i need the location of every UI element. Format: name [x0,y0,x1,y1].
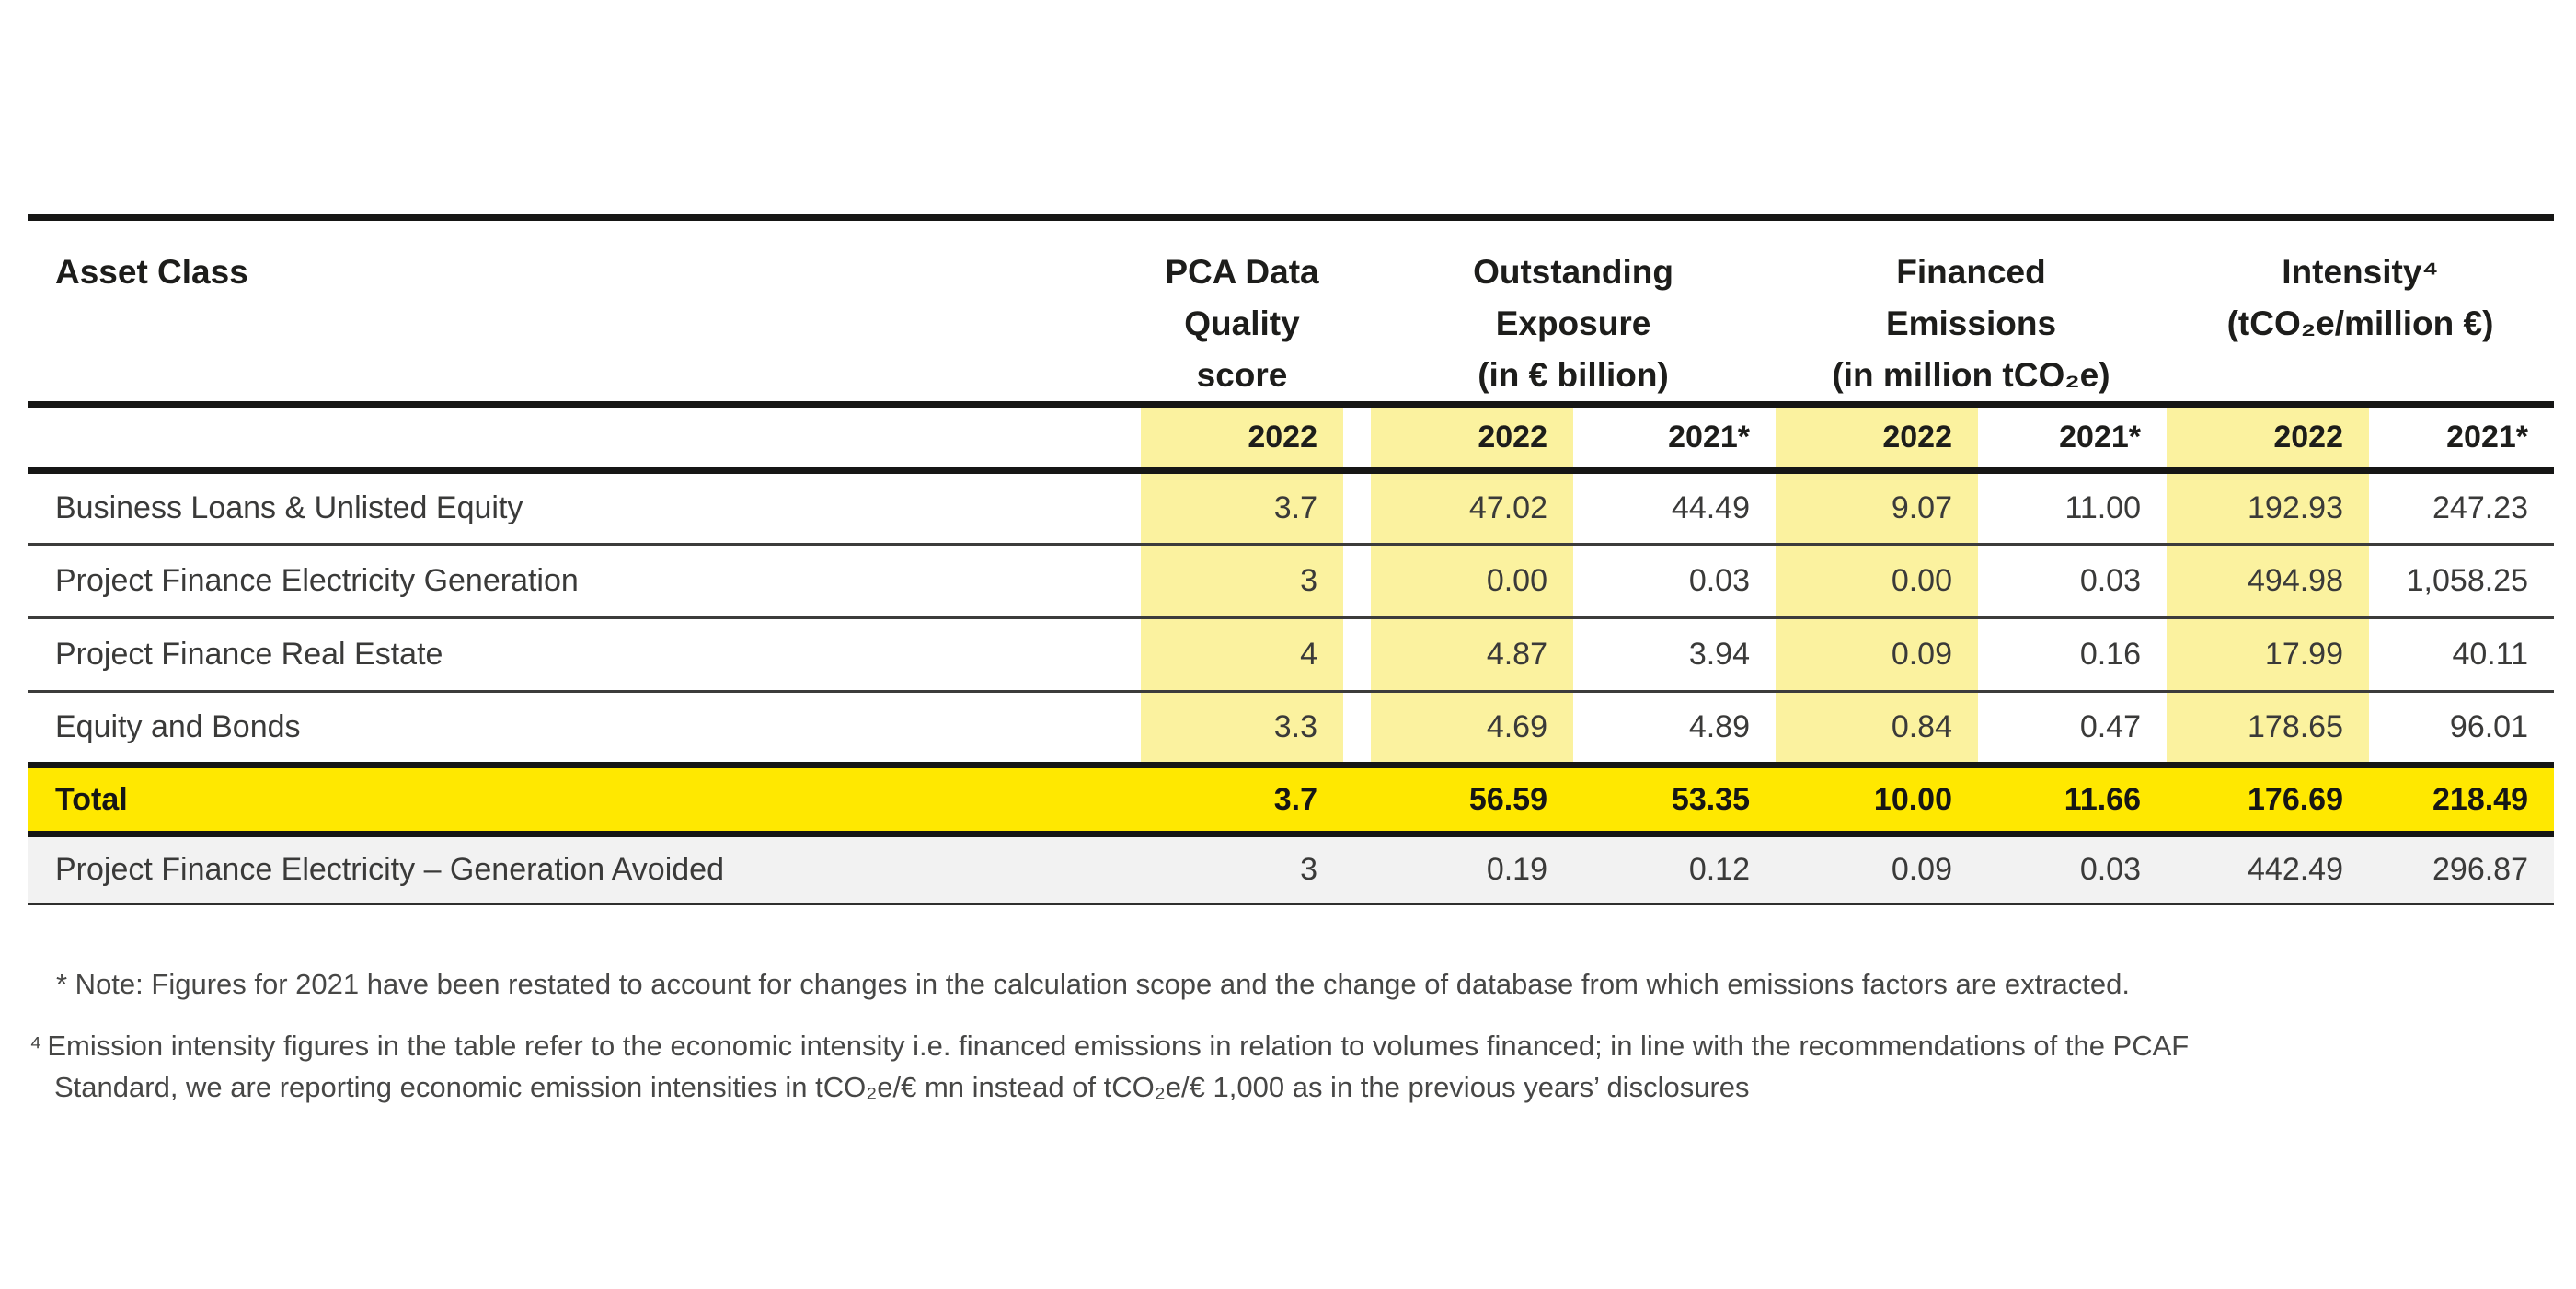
table-cell: 218.49 [2369,765,2554,834]
year-cell-out-2022: 2022 [1371,404,1573,471]
footnote-restated-2021: * Note: Figures for 2021 have been resta… [56,968,2130,1000]
gap-cell [1343,405,1371,471]
table-cell: 0.16 [2079,637,2141,672]
table-cell: 44.49 [1671,490,1750,525]
table-row-pf-real-estate: Project Finance Real Estate 4 4.87 3.94 … [28,617,2554,692]
table-cell: 0.09 [1776,617,1978,692]
table-cell: 11.66 [1978,765,2167,834]
table-cell: 56.59 [1371,765,1573,834]
year-cell-fin-2022: 2022 [1776,404,1978,471]
footnote-line-1: ⁴ Emission intensity figures in the table… [29,1025,2189,1066]
table-cell: 4.69 [1371,691,1573,765]
gap-cell [1343,765,1371,834]
table-cell: 494.98 [2167,544,2369,618]
table-cell: 176.69 [2167,765,2369,834]
total-label: Total [28,765,1141,834]
header-row: Asset Class PCA Data Quality score Outst… [28,218,2554,405]
table-row-generation-avoided: Project Finance Electricity – Generation… [28,834,2554,904]
row-label: Project Finance Electricity Generation [55,563,579,598]
year-cell-int-2021: 2021* [2446,420,2528,455]
gap-cell [1343,618,1371,692]
table-cell: 3.3 [1141,691,1343,765]
table-cell: 4 [1141,617,1343,692]
row-label: Equity and Bonds [55,709,301,744]
gap-cell [1343,545,1371,618]
table-cell: 40.11 [2452,637,2528,672]
header-gap [1343,218,1371,405]
financed-emissions-table: Asset Class PCA Data Quality score Outst… [28,214,2554,905]
year-cell-fin-2021: 2021* [2059,420,2141,455]
year-cell-pca-2022: 2022 [1141,404,1343,471]
table-cell: 0.19 [1371,834,1573,904]
column-header-pca-data-quality-score: PCA Data Quality score [1165,253,1319,394]
table-cell: 53.35 [1573,765,1776,834]
table-cell: 0.03 [1688,563,1750,598]
table-cell: 9.07 [1776,470,1978,545]
table-cell: 192.93 [2167,470,2369,545]
table-row-pf-electricity-generation: Project Finance Electricity Generation 3… [28,544,2554,618]
table-cell: 0.03 [2079,563,2141,598]
table-cell: 0.47 [2079,709,2141,744]
table-cell: 10.00 [1776,765,1978,834]
table-cell: 0.84 [1776,691,1978,765]
year-cell-int-2022: 2022 [2167,404,2369,471]
table-cell: 0.12 [1573,834,1776,904]
table-cell: 4.87 [1371,617,1573,692]
column-header-outstanding-exposure: Outstanding Exposure (in € billion) [1473,253,1673,394]
table-cell: 247.23 [2432,490,2528,525]
table-cell: 0.03 [1978,834,2167,904]
table-cell: 296.87 [2369,834,2554,904]
footnote-emission-intensity: ⁴ Emission intensity figures in the table… [29,1025,2189,1108]
table-cell: 0.09 [1776,834,1978,904]
table-cell: 96.01 [2449,709,2528,744]
year-cell-empty [28,405,1141,471]
row-label: Project Finance Real Estate [55,637,443,672]
row-label: Project Finance Electricity – Generation… [28,834,1141,904]
gap-cell [1343,471,1371,545]
table-row-total: Total 3.7 56.59 53.35 10.00 11.66 176.69… [28,765,2554,834]
table-cell: 442.49 [2167,834,2369,904]
table-cell: 178.65 [2167,691,2369,765]
table-cell: 3.94 [1688,637,1750,672]
column-header-asset-class: Asset Class [55,253,248,291]
gap-cell [1343,834,1371,904]
column-header-intensity: Intensity⁴ (tCO₂e/million €) [2226,253,2494,342]
table-cell: 3 [1141,834,1343,904]
year-cell-out-2021: 2021* [1668,420,1750,455]
footnote-text-1: Emission intensity figures in the table … [47,1030,2190,1062]
footnote-line-2: Standard, we are reporting economic emis… [54,1071,1750,1103]
table-cell: 4.89 [1688,709,1750,744]
column-header-financed-emissions: Financed Emissions (in million tCO₂e) [1832,253,2110,394]
gap-cell [1343,692,1371,765]
table-row-business-loans: Business Loans & Unlisted Equity 3.7 47.… [28,470,2554,545]
table-cell: 11.00 [2064,490,2141,525]
footnote-marker-4: ⁴ [29,1030,42,1062]
table-cell: 17.99 [2167,617,2369,692]
row-label: Business Loans & Unlisted Equity [55,490,523,525]
table-cell: 0.00 [1371,544,1573,618]
table-cell: 3.7 [1141,470,1343,545]
table-cell: 0.00 [1776,544,1978,618]
table-row-equity-and-bonds: Equity and Bonds 3.3 4.69 4.89 0.84 0.47… [28,691,2554,765]
table-cell: 3.7 [1141,765,1343,834]
table-cell: 1,058.25 [2406,563,2528,598]
year-subheader-row: 2022 2022 2021* 2022 2021* 2022 2021* [28,404,2554,471]
table-cell: 47.02 [1371,470,1573,545]
table-cell: 3 [1141,544,1343,618]
